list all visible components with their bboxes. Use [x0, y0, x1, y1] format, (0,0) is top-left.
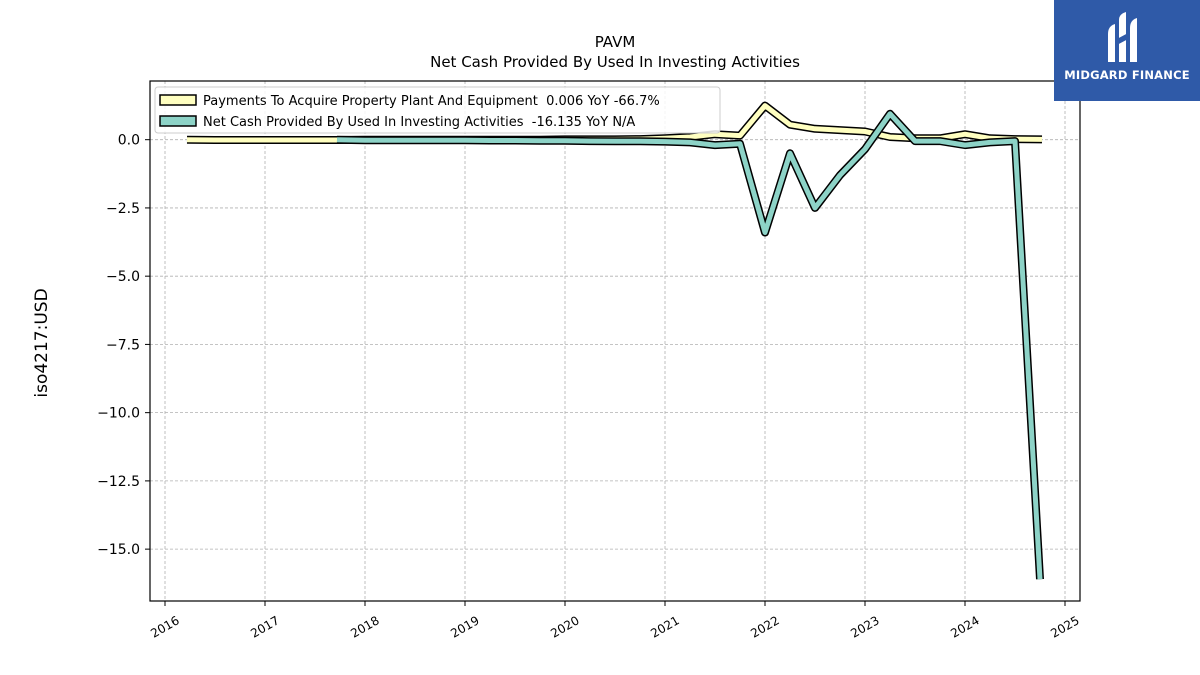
x-tick-label: 2017	[248, 613, 281, 640]
axis-ticks: 2016 2017 2018 2019 2020 2021 2022 2023 2024 2025…	[97, 133, 1082, 641]
y-tick-label: −10.0	[97, 406, 140, 422]
y-tick-label: −5.0	[106, 269, 140, 285]
legend-label-net-cash: Net Cash Provided By Used In Investing A…	[203, 115, 635, 130]
logo-text: MIDGARD FINANCE	[1064, 68, 1190, 82]
midgard-finance-logo: MIDGARD FINANCE	[1054, 0, 1200, 101]
y-tick-label: −15.0	[97, 542, 140, 558]
x-tick-label: 2024	[948, 613, 981, 640]
chart-title: PAVM	[595, 33, 636, 51]
x-tick-label: 2022	[748, 613, 781, 640]
x-tick-label: 2016	[148, 613, 181, 640]
x-tick-label: 2023	[848, 613, 881, 640]
legend-label-ppe: Payments To Acquire Property Plant And E…	[203, 94, 660, 109]
x-tick-label: 2019	[448, 613, 481, 640]
legend-swatch-ppe	[159, 94, 197, 106]
y-tick-label: −12.5	[97, 474, 140, 490]
series-lines	[186, 101, 1044, 580]
plot-frame	[149, 80, 1081, 602]
x-tick-label: 2018	[348, 613, 381, 640]
series-outline-net-cash-investing	[336, 109, 1044, 580]
y-axis-label: iso4217:USD	[32, 288, 52, 397]
chart-subtitle: Net Cash Provided By Used In Investing A…	[430, 53, 800, 71]
y-tick-label: −2.5	[106, 201, 140, 217]
legend-box	[154, 86, 721, 134]
x-tick-label: 2025	[1048, 613, 1081, 640]
y-tick-label: −7.5	[106, 337, 140, 353]
x-tick-label: 2020	[548, 613, 581, 640]
midgard-logo-icon	[1108, 12, 1137, 62]
legend-swatch-net-cash	[159, 115, 197, 127]
y-tick-label: 0.0	[118, 133, 140, 149]
legend: Payments To Acquire Property Plant And E…	[154, 86, 721, 134]
series-line-net-cash-investing	[336, 111, 1043, 580]
grid	[150, 81, 1080, 601]
x-tick-label: 2021	[648, 613, 681, 640]
